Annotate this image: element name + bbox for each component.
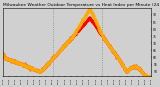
Text: Milwaukee Weather Outdoor Temperature vs Heat Index per Minute (24 Hours): Milwaukee Weather Outdoor Temperature vs…	[3, 3, 160, 7]
